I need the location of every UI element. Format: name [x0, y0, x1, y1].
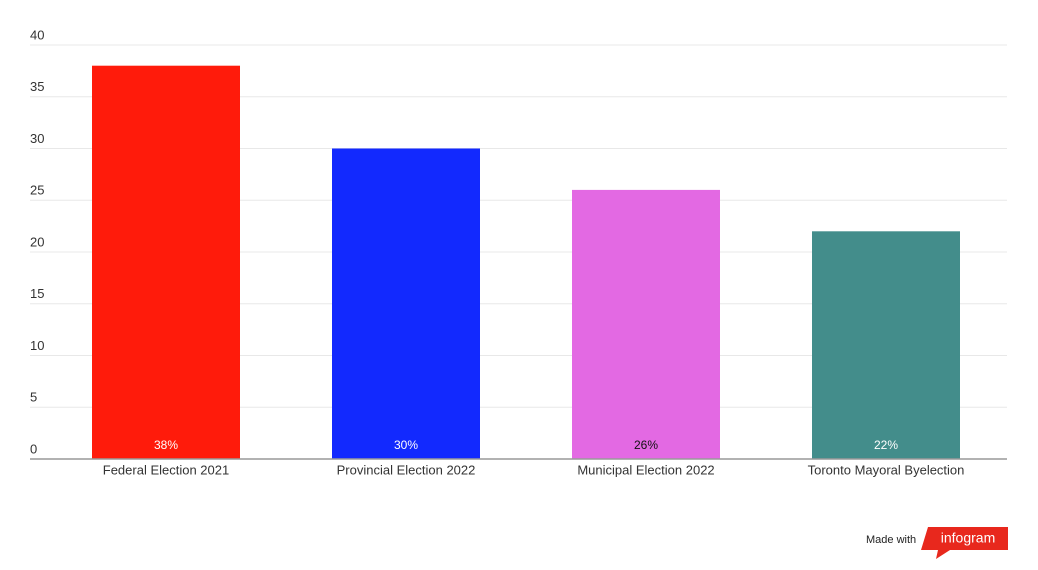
bar [92, 65, 240, 459]
bar [572, 189, 720, 459]
value-label: 38% [154, 438, 178, 452]
x-tick-label: Provincial Election 2022 [337, 462, 476, 477]
value-label: 26% [634, 438, 658, 452]
y-tick-label: 10 [30, 338, 44, 353]
y-tick-label: 20 [30, 234, 44, 249]
value-label: 30% [394, 438, 418, 452]
value-label: 22% [874, 438, 898, 452]
x-tick-label: Federal Election 2021 [103, 462, 229, 477]
y-tick-label: 15 [30, 286, 44, 301]
brand: infogram [941, 530, 995, 546]
y-tick-label: 5 [30, 390, 37, 405]
y-tick-label: 40 [30, 27, 44, 42]
y-tick-label: 0 [30, 441, 37, 456]
y-tick-label: 35 [30, 79, 44, 94]
y-tick-label: 30 [30, 131, 44, 146]
made-with: Made with [866, 534, 916, 546]
x-tick-label: Municipal Election 2022 [577, 462, 714, 477]
bar [812, 231, 960, 459]
brand-badge [921, 527, 1008, 559]
y-tick-label: 25 [30, 183, 44, 198]
bar [332, 148, 480, 459]
x-tick-label: Toronto Mayoral Byelection [808, 462, 965, 477]
